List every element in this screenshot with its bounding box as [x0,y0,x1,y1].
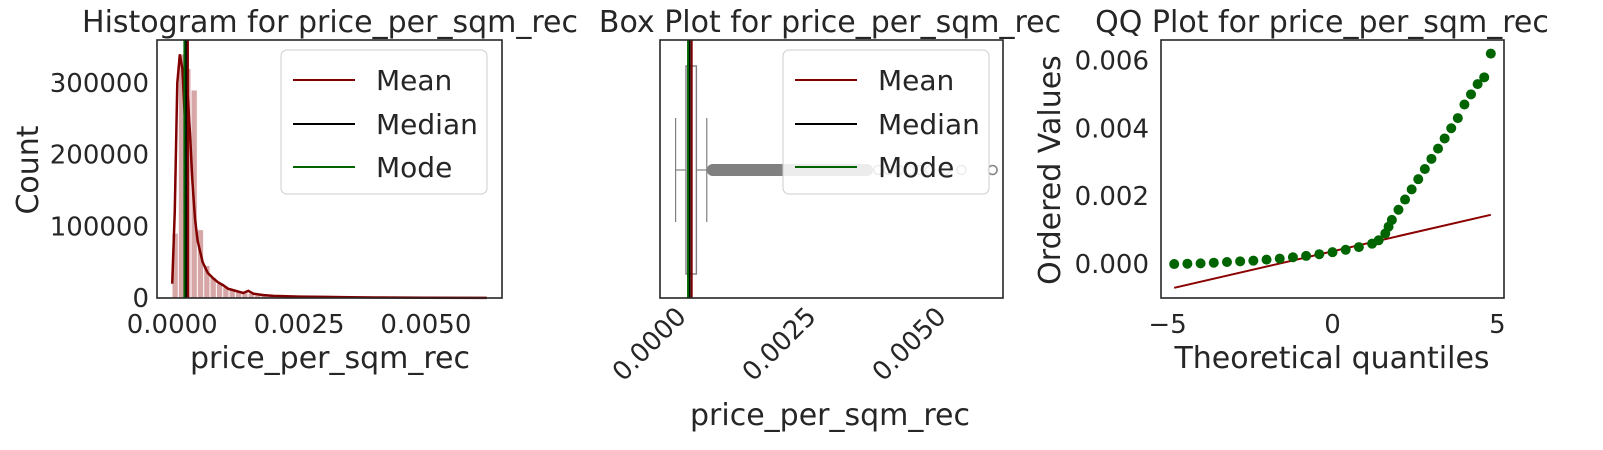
qqplot-point [1479,72,1490,83]
qqplot-title: QQ Plot for price_per_sqm_rec [1095,5,1549,40]
boxplot-x-tick-label: 0.0025 [737,302,823,388]
qqplot-point [1287,252,1298,263]
qqplot-point [1274,253,1285,264]
qqplot-point [1393,204,1404,215]
histogram-panel: Histogram for price_per_sqm_rec 0.0000 0.… [11,5,578,376]
qqplot-point [1327,247,1338,258]
histogram-bar [216,283,223,299]
histogram-legend-mode: Mode [376,151,452,184]
qqplot-x-tick-label: 5 [1489,310,1506,340]
qqplot-frame [1160,39,1505,299]
qqplot-point [1426,153,1437,164]
histogram-title: Histogram for price_per_sqm_rec [82,5,578,40]
qqplot-y-label: Ordered Values [1033,55,1068,285]
qqplot-y-tick-label: 0.006 [1075,46,1149,76]
histogram-x-label: price_per_sqm_rec [190,341,470,376]
qqplot-point [1235,256,1246,267]
qqplot-y-tick-label: 0.000 [1075,250,1149,280]
histogram-x-tick-label: 0.0050 [380,310,471,340]
histogram-legend-median: Median [376,108,478,141]
histogram-y-label: Count [11,125,46,214]
boxplot-title: Box Plot for price_per_sqm_rec [599,5,1061,40]
histogram-y-tick-label: 0 [132,284,149,314]
qqplot-point [1314,249,1325,260]
qqplot-x-tick-label: 0 [1324,310,1341,340]
histogram-y-ticks: 0 100000 200000 300000 [50,69,149,314]
qqplot-point [1208,257,1219,268]
qqplot-point [1419,164,1430,174]
qqplot-point [1446,123,1457,134]
qqplot-point [1301,250,1312,261]
histogram-x-ticks: 0.0000 0.0025 0.0050 [127,310,472,340]
boxplot-panel: Box Plot for price_per_sqm_rec 0.0000 0.0… [599,5,1061,433]
boxplot-x-tick-label: 0.0000 [607,302,693,388]
histogram-legend-mean: Mean [376,64,452,97]
boxplot-legend-median: Median [878,108,980,141]
histogram-frame [156,39,503,299]
qqplot-point [1169,259,1180,270]
qqplot-x-tick-label: −5 [1148,310,1186,340]
qqplot-point [1466,89,1477,100]
qqplot-point [1221,257,1232,268]
qqplot-point [1406,184,1417,195]
histogram-legend: Mean Median Mode [280,49,488,195]
boxplot-x-ticks: 0.0000 0.0025 0.0050 [607,302,952,388]
qqplot-y-tick-label: 0.002 [1075,182,1149,212]
qqplot-point [1452,113,1463,124]
qqplot-point [1353,242,1364,253]
qqplot-point [1400,194,1411,205]
qqplot-point [1248,255,1259,266]
boxplot-legend-mean: Mean [878,64,954,97]
qqplot-point [1373,235,1384,246]
histogram-stat-lines [183,40,189,298]
qqplot-point [1340,244,1351,255]
qqplot-point [1472,79,1483,90]
qqplot-point [1485,48,1496,59]
qqplot-point [1195,258,1206,269]
qqplot-x-ticks: −5 0 5 [1148,310,1505,340]
qqplot-y-tick-label: 0.004 [1075,114,1149,144]
boxplot-stat-lines [687,40,693,298]
histogram-legend-box [280,49,488,195]
qqplot-point [1459,99,1470,110]
qqplot-point [1439,133,1450,144]
qqplot-x-label: Theoretical quantiles [1173,341,1489,376]
qqplot-points [1169,48,1496,270]
boxplot-x-tick-label: 0.0050 [867,302,953,388]
boxplot-legend: Mean Median Mode [782,49,990,195]
histogram-y-tick-label: 100000 [50,212,149,242]
boxplot-legend-mode: Mode [878,151,954,184]
qqplot-point [1413,174,1424,185]
histogram-x-tick-label: 0.0000 [127,310,218,340]
histogram-y-tick-label: 200000 [50,141,149,171]
qqplot-point [1261,254,1272,265]
qqplot-point [1386,214,1397,225]
boxplot-x-label: price_per_sqm_rec [690,398,970,433]
qqplot-panel: QQ Plot for price_per_sqm_rec −5 0 5 0.000… [1033,5,1549,376]
histogram-y-tick-label: 300000 [50,69,149,99]
histogram-x-tick-label: 0.0025 [254,310,345,340]
boxplot-legend-box [782,49,990,195]
boxplot-frame [659,39,1004,299]
qqplot-point [1182,258,1193,269]
qqplot-y-ticks: 0.000 0.002 0.004 0.006 [1075,46,1149,280]
qqplot-point [1433,143,1444,154]
